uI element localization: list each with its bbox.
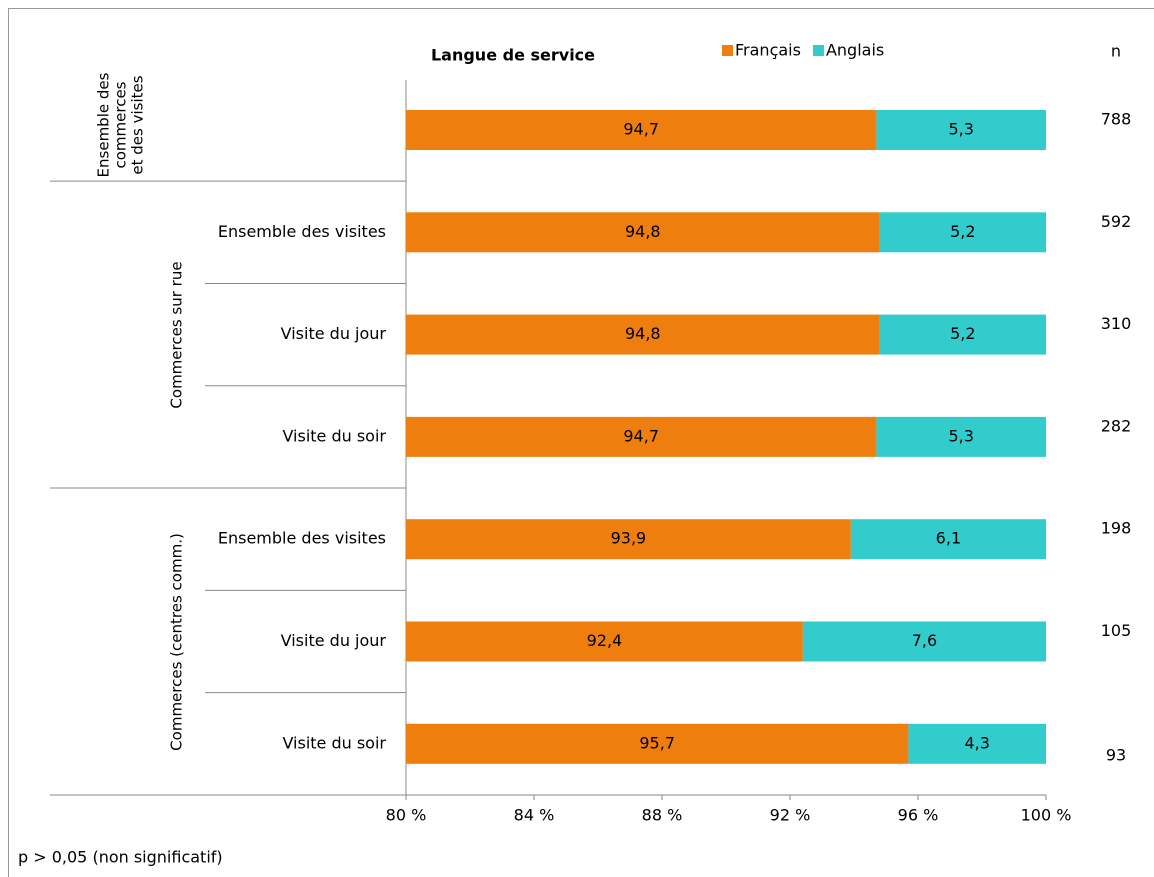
data-label: 94,7 bbox=[623, 120, 659, 139]
n-value: 93 bbox=[1106, 745, 1126, 764]
category-label: Visite du soir bbox=[282, 733, 386, 752]
x-tick-label: 96 % bbox=[898, 806, 939, 825]
bar-segment bbox=[908, 723, 1046, 764]
data-label: 4,3 bbox=[964, 733, 989, 752]
group-label: Commerces sur rue bbox=[166, 261, 185, 409]
bar-segment bbox=[406, 621, 803, 662]
category-label: Ensemble des visites bbox=[218, 529, 386, 548]
data-label: 6,1 bbox=[936, 529, 961, 548]
n-value: 282 bbox=[1101, 416, 1132, 435]
bar-segment bbox=[406, 519, 851, 560]
data-label: 7,6 bbox=[912, 631, 937, 650]
data-label: 5,2 bbox=[950, 222, 975, 241]
data-label: 5,3 bbox=[948, 426, 973, 445]
data-label: 94,8 bbox=[625, 324, 661, 343]
n-value: 788 bbox=[1101, 110, 1132, 129]
x-tick-label: 88 % bbox=[642, 806, 683, 825]
bar-segment bbox=[876, 416, 1046, 457]
bar-segment bbox=[406, 110, 877, 150]
n-value: 105 bbox=[1101, 621, 1132, 640]
bar-segment bbox=[406, 723, 909, 764]
data-label: 95,7 bbox=[639, 733, 675, 752]
legend-label: Anglais bbox=[826, 41, 884, 60]
x-tick-label: 84 % bbox=[514, 806, 555, 825]
chart-title: Langue de service bbox=[431, 46, 595, 65]
bar-segment bbox=[406, 212, 880, 253]
group-label: Ensemble des commerces et des visites bbox=[94, 72, 146, 178]
footnote: p > 0,05 (non significatif) bbox=[18, 848, 223, 867]
category-label: Visite du jour bbox=[281, 324, 387, 343]
n-value: 198 bbox=[1101, 519, 1132, 538]
bar-segment bbox=[406, 314, 880, 355]
category-label: Ensemble des visites bbox=[218, 222, 386, 241]
x-tick-label: 100 % bbox=[1021, 806, 1072, 825]
n-value: 592 bbox=[1101, 212, 1132, 231]
category-label: Visite du soir bbox=[282, 426, 386, 445]
bar-segment bbox=[879, 212, 1046, 253]
legend-swatch bbox=[722, 45, 733, 56]
bar-segment bbox=[879, 314, 1046, 355]
bar-segment bbox=[876, 110, 1046, 150]
category-label: Visite du jour bbox=[281, 631, 387, 650]
legend-swatch bbox=[812, 45, 824, 56]
data-label: 5,3 bbox=[948, 120, 973, 139]
data-label: 93,9 bbox=[611, 529, 647, 548]
data-label: 92,4 bbox=[587, 631, 623, 650]
group-label: Commerces (centres comm.) bbox=[166, 532, 185, 751]
data-label: 94,8 bbox=[625, 222, 661, 241]
bar-segment bbox=[850, 519, 1046, 560]
x-tick-label: 80 % bbox=[386, 806, 427, 825]
legend-label: Français bbox=[735, 41, 801, 60]
frame bbox=[8, 8, 1154, 877]
x-tick-label: 92 % bbox=[770, 806, 811, 825]
bar-segment bbox=[406, 416, 877, 457]
bar-segment bbox=[802, 621, 1046, 662]
n-header: n bbox=[1111, 42, 1121, 61]
data-label: 94,7 bbox=[623, 426, 659, 445]
n-value: 310 bbox=[1101, 314, 1132, 333]
data-label: 5,2 bbox=[950, 324, 975, 343]
